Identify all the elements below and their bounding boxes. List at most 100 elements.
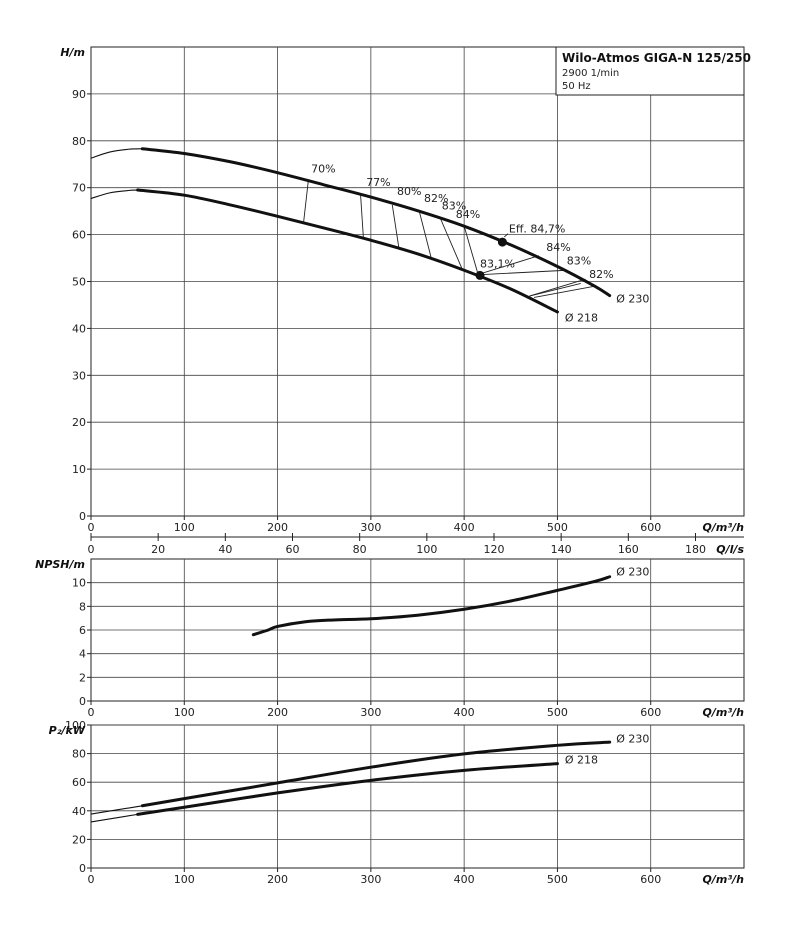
secondary-x-tick-label: 140: [551, 543, 572, 556]
efficiency-iso-line: [478, 255, 539, 275]
npsh-x-tick-label: 400: [454, 706, 475, 719]
secondary-x-tick-label: 60: [285, 543, 299, 556]
efficiency-iso-line: [418, 211, 432, 260]
npsh-x-tick-label: 500: [547, 706, 568, 719]
head-x-tick-label: 300: [360, 521, 381, 534]
curve-power-extension: [90, 813, 139, 823]
secondary-x-tick-label: 160: [618, 543, 639, 556]
curve-power-extension: [90, 805, 143, 815]
head-y-tick-label: 10: [72, 463, 86, 476]
impeller-diameter-label: Ø 218: [565, 311, 598, 324]
head-x-tick-label: 100: [174, 521, 195, 534]
head-x-tick-label: 400: [454, 521, 475, 534]
curve-head-d-230: [140, 147, 612, 298]
secondary-x-tick-label: 180: [685, 543, 706, 556]
secondary-x-axis: 0 20 40 60 80 100 120 140 160 180 Q/l/s: [88, 533, 744, 556]
curve-power-d-218: [136, 762, 559, 816]
curve-power-d-230: [140, 740, 612, 808]
head-y-tick-label: 60: [72, 229, 86, 242]
efficiency-iso-line: [303, 180, 309, 222]
npsh-x-tick-label: 200: [267, 706, 288, 719]
curve-head-extension: [90, 148, 143, 159]
impeller-diameter-label: Ø 218: [565, 754, 598, 767]
efficiency-point-label: 83,1%: [480, 257, 515, 270]
npsh-x-tick-label: 300: [360, 706, 381, 719]
efficiency-iso-line: [439, 217, 463, 270]
power-x-tick-label: 500: [547, 873, 568, 886]
efficiency-iso-line: [529, 278, 586, 297]
head-y-tick-label: 20: [72, 416, 86, 429]
efficiency-point-leader: [503, 233, 509, 238]
impeller-diameter-label: Ø 230: [616, 566, 649, 579]
efficiency-label: 82%: [589, 268, 613, 281]
npsh-x-tick-label: 600: [640, 706, 661, 719]
chart-title: Wilo-Atmos GIGA-N 125/250: [562, 51, 751, 65]
npsh-y-axis-title: NPSH/m: [35, 558, 85, 571]
head-y-tick-label: 0: [79, 510, 86, 523]
efficiency-point: [497, 237, 507, 247]
npsh-y-tick-label: 0: [79, 695, 86, 708]
npsh-panel: 0 100 200 300 400 500 600 0 2 4 6 8 10 NPSH/m Q/m³/h Ø …: [35, 558, 745, 719]
npsh-y-tick-label: 6: [79, 624, 86, 637]
head-x-tick-label: 500: [547, 521, 568, 534]
power-x-tick-label: 100: [174, 873, 195, 886]
efficiency-iso-line: [360, 195, 364, 238]
curve-npsh-d-230: [251, 575, 612, 637]
power-y-tick-label: 100: [65, 719, 86, 732]
power-y-axis-title: P₂/kW: [49, 724, 86, 737]
npsh-x-tick-label: 100: [174, 706, 195, 719]
secondary-x-tick-label: 40: [218, 543, 232, 556]
efficiency-point: [475, 270, 485, 280]
npsh-y-tick-label: 4: [79, 648, 86, 661]
power-y-tick-label: 20: [72, 833, 86, 846]
efficiency-iso-line: [391, 204, 400, 248]
power-y-tick-label: 0: [79, 862, 86, 875]
head-y-tick-label: 70: [72, 182, 86, 195]
efficiency-label: 80%: [397, 185, 421, 198]
efficiency-label: 83%: [442, 200, 466, 213]
power-x-tick-label: 600: [640, 873, 661, 886]
power-x-tick-label: 0: [88, 873, 95, 886]
curve-head-d-218: [136, 188, 559, 314]
efficiency-label: 84%: [546, 241, 570, 254]
secondary-x-tick-label: 120: [483, 543, 504, 556]
npsh-x-tick-label: 0: [88, 706, 95, 719]
head-x-axis-title: Q/m³/h: [703, 521, 745, 534]
power-x-tick-label: 300: [360, 873, 381, 886]
head-panel: 0 100 200 300 400 500 6000102030405060708090H/…: [60, 46, 751, 556]
secondary-x-tick-label: 80: [353, 543, 367, 556]
secondary-x-tick-label: 20: [151, 543, 165, 556]
efficiency-label: 77%: [366, 176, 390, 189]
power-x-tick-label: 200: [267, 873, 288, 886]
head-x-tick-label: 0: [88, 521, 95, 534]
chart-subtitle: 2900 1/min: [562, 68, 619, 79]
head-y-axis-title: H/m: [60, 46, 85, 59]
efficiency-label: 70%: [311, 163, 335, 176]
efficiency-point-label: Eff. 84,7%: [509, 222, 565, 235]
secondary-x-tick-label: 0: [88, 543, 95, 556]
head-y-tick-label: 90: [72, 88, 86, 101]
head-y-tick-label: 50: [72, 276, 86, 289]
secondary-x-axis-title: Q/l/s: [716, 543, 744, 556]
efficiency-label: 83%: [567, 255, 591, 268]
power-y-tick-label: 80: [72, 748, 86, 761]
impeller-diameter-label: Ø 230: [616, 293, 649, 306]
power-y-tick-label: 60: [72, 776, 86, 789]
power-panel: 0 100 200 300 400 500 600020406080100P₂/kWQ/m³…: [49, 719, 745, 886]
impeller-diameter-label: Ø 230: [616, 732, 649, 745]
head-y-tick-label: 40: [72, 322, 86, 335]
efficiency-iso-line: [529, 282, 581, 297]
npsh-y-tick-label: 10: [72, 577, 86, 590]
npsh-x-axis-title: Q/m³/h: [703, 706, 745, 719]
head-x-tick-label: 600: [640, 521, 661, 534]
chart-subtitle: 50 Hz: [562, 81, 591, 92]
efficiency-iso-line: [463, 226, 479, 275]
efficiency-label: 82%: [424, 192, 448, 205]
npsh-y-tick-label: 8: [79, 600, 86, 613]
efficiency-iso-line: [534, 285, 595, 298]
efficiency-iso-line: [475, 269, 567, 276]
power-y-tick-label: 40: [72, 805, 86, 818]
power-x-axis-title: Q/m³/h: [703, 873, 745, 886]
chart-title-box: [555, 46, 745, 96]
